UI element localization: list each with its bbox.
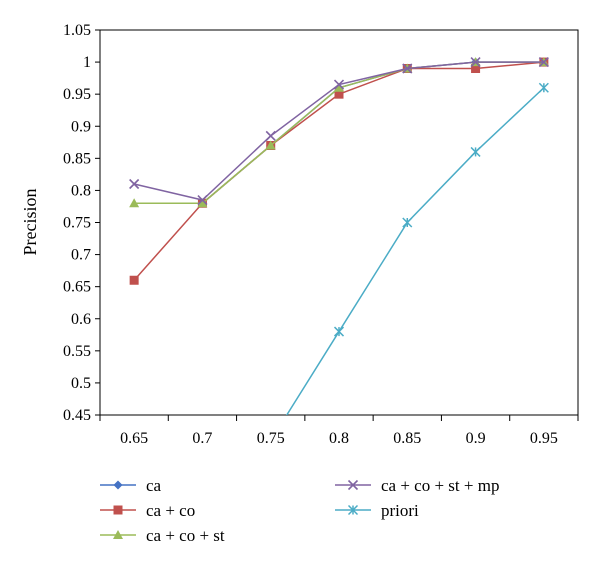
y-tick-label: 0.5: [71, 375, 91, 392]
legend-label: ca + co + st: [146, 526, 225, 545]
series-priori: [285, 82, 549, 415]
data-point: [334, 82, 344, 92]
data-point: [470, 57, 481, 68]
y-tick-label: 1.05: [63, 22, 91, 39]
data-point: [129, 178, 140, 190]
y-tick-label: 0.95: [63, 86, 91, 103]
legend-marker: [113, 530, 123, 539]
data-point: [265, 140, 276, 150]
y-tick-label: 0.75: [63, 215, 91, 232]
legend-marker: [113, 505, 123, 515]
legend-item: ca + co: [100, 501, 195, 520]
data-point: [333, 79, 345, 90]
data-point: [538, 82, 549, 93]
series-ca-co-st-mp: [129, 57, 549, 206]
series-layer: [129, 57, 549, 415]
y-tick-label: 0.8: [71, 182, 91, 199]
legend-item: ca + co + st + mp: [335, 476, 499, 495]
data-point: [265, 130, 276, 141]
y-axis-title: Precision: [20, 189, 40, 256]
y-tick-label: 0.7: [71, 247, 91, 264]
y-tick-label: 0.9: [71, 118, 91, 135]
legend-item: priori: [335, 501, 419, 520]
data-point: [470, 146, 481, 157]
legend-label: priori: [381, 501, 419, 520]
y-tick-label: 0.65: [63, 279, 91, 296]
data-point: [471, 64, 481, 73]
y-tick-label: 0.6: [71, 311, 91, 328]
x-tick-label: 0.65: [120, 430, 148, 447]
data-point: [333, 326, 345, 337]
data-point: [402, 63, 413, 74]
legend-label: ca + co + st + mp: [381, 476, 499, 495]
x-tick-label: 0.85: [393, 430, 421, 447]
data-point: [197, 198, 208, 208]
x-tick-label: 0.8: [329, 430, 349, 447]
x-tick-label: 0.7: [192, 430, 212, 447]
data-point: [334, 89, 344, 99]
legend-label: ca: [146, 476, 162, 495]
legend-item: ca: [100, 476, 162, 495]
x-tick-label: 0.75: [257, 430, 285, 447]
y-tick-label: 1: [83, 54, 91, 71]
data-point: [538, 57, 549, 68]
data-point: [129, 198, 140, 208]
y-tick-label: 0.45: [63, 407, 91, 424]
y-tick-label: 0.55: [63, 343, 91, 360]
y-tick-label: 0.85: [63, 150, 91, 167]
y-axis: 0.45 0.5 0.55 0.6 0.65 0.7 0.75 0.8 0.85 0.9 0.95 1…: [63, 22, 100, 424]
data-point: [402, 217, 413, 228]
data-point: [197, 194, 208, 206]
legend-marker: [347, 504, 359, 516]
data-point: [129, 275, 139, 285]
legend-label: ca + co: [146, 501, 195, 520]
x-tick-label: 0.9: [466, 430, 486, 447]
legend: ca ca + co ca + co + st ca + co + st + mp pr…: [100, 476, 499, 545]
legend-marker: [347, 479, 359, 491]
x-tick-label: 0.95: [530, 430, 558, 447]
legend-marker: [113, 480, 123, 490]
x-axis: 0.65 0.7 0.75 0.8 0.85 0.9 0.95: [99, 415, 579, 447]
legend-item: ca + co + st: [100, 526, 225, 545]
